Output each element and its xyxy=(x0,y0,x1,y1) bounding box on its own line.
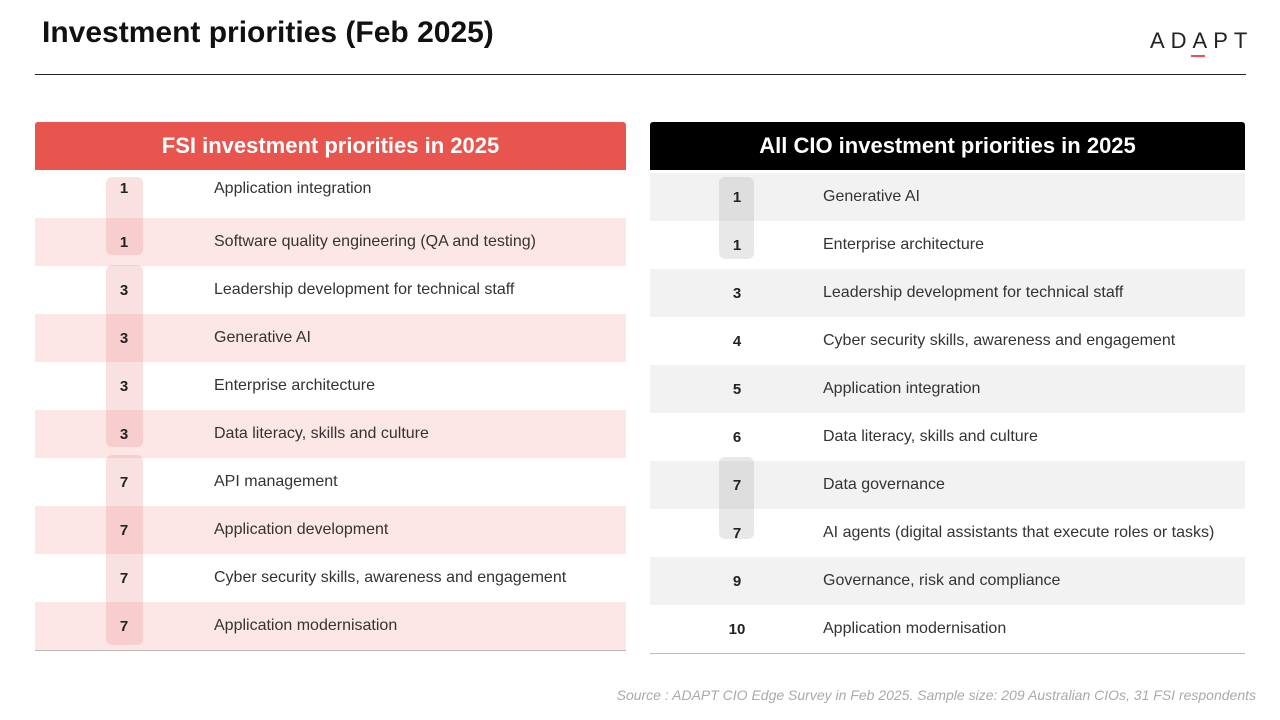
table-row: 1 Generative AI xyxy=(650,173,1245,221)
rank-cell: 7 xyxy=(119,521,129,539)
priority-label: Data literacy, skills and culture xyxy=(214,425,429,442)
priority-label: Software quality engineering (QA and tes… xyxy=(214,233,536,250)
page-title: Investment priorities (Feb 2025) xyxy=(42,16,494,49)
priority-label: Cyber security skills, awareness and eng… xyxy=(214,569,567,586)
table-row: 3 Enterprise architecture xyxy=(35,362,626,410)
table-row: 6 Data literacy, skills and culture xyxy=(650,413,1245,461)
rank-cell: 5 xyxy=(732,380,742,398)
rank-group-band xyxy=(106,177,143,255)
rank-cell: 3 xyxy=(119,281,129,299)
table-row: 4 Cyber security skills, awareness and e… xyxy=(650,317,1245,365)
priority-label: Governance, risk and compliance xyxy=(823,572,1061,589)
priority-label: Data governance xyxy=(823,476,945,493)
table-row: 7 Cyber security skills, awareness and e… xyxy=(35,554,626,602)
table-row: 7 Data governance xyxy=(650,461,1245,509)
rank-cell: 3 xyxy=(119,377,129,395)
priority-label: Generative AI xyxy=(214,329,311,346)
fsi-panel-heading: FSI investment priorities in 2025 xyxy=(35,122,626,170)
cio-panel-heading: All CIO investment priorities in 2025 xyxy=(650,122,1245,170)
priority-label: Leadership development for technical sta… xyxy=(823,284,1124,301)
priority-label: Application modernisation xyxy=(214,617,398,634)
rank-cell: 1 xyxy=(732,236,742,254)
rank-cell: 1 xyxy=(119,180,129,197)
table-row: 7 AI agents (digital assistants that exe… xyxy=(650,509,1245,557)
cio-rows: 1 Generative AI 1 Enterprise architectur… xyxy=(650,173,1245,654)
priority-label: Application integration xyxy=(214,180,372,197)
fsi-rows: 1 Application integration 1 Software qua… xyxy=(35,170,626,651)
rank-cell: 7 xyxy=(119,569,129,587)
source-note: Source : ADAPT CIO Edge Survey in Feb 20… xyxy=(616,687,1256,703)
adapt-logo: ADAPT xyxy=(1150,28,1260,58)
table-row: 5 Application integration xyxy=(650,365,1245,413)
table-row: 9 Governance, risk and compliance xyxy=(650,557,1245,605)
priority-label: Leadership development for technical sta… xyxy=(214,281,515,298)
priority-label: Enterprise architecture xyxy=(214,377,375,394)
rank-group-band xyxy=(106,455,143,645)
priority-label: AI agents (digital assistants that execu… xyxy=(823,524,1215,541)
cio-panel: All CIO investment priorities in 2025 1 … xyxy=(650,122,1245,654)
table-row: 3 Leadership development for technical s… xyxy=(650,269,1245,317)
table-row: 1 Software quality engineering (QA and t… xyxy=(35,218,626,266)
rank-cell: 7 xyxy=(119,617,129,635)
priority-label: Application modernisation xyxy=(823,620,1007,637)
priority-label: Application integration xyxy=(823,380,981,397)
priority-label: Generative AI xyxy=(823,188,920,205)
rank-cell: 4 xyxy=(732,332,742,350)
rank-cell: 9 xyxy=(732,572,742,590)
rank-group-band xyxy=(719,457,754,539)
rank-cell: 1 xyxy=(119,233,129,251)
table-row: 1 Enterprise architecture xyxy=(650,221,1245,269)
rank-group-band xyxy=(719,177,754,259)
table-row: 3 Leadership development for technical s… xyxy=(35,266,626,314)
rank-cell: 3 xyxy=(119,425,129,443)
table-row: 3 Data literacy, skills and culture xyxy=(35,410,626,458)
rank-cell: 7 xyxy=(732,476,742,494)
rank-cell: 7 xyxy=(119,473,129,491)
priority-label: Data literacy, skills and culture xyxy=(823,428,1038,445)
table-row: 3 Generative AI xyxy=(35,314,626,362)
table-row: 10 Application modernisation xyxy=(650,605,1245,653)
fsi-panel: FSI investment priorities in 2025 1 Appl… xyxy=(35,122,626,651)
table-row: 7 Application modernisation xyxy=(35,602,626,650)
logo-accent xyxy=(1191,55,1205,57)
priority-label: API management xyxy=(214,473,338,490)
rank-cell: 1 xyxy=(732,188,742,206)
rank-cell: 3 xyxy=(119,329,129,347)
priority-label: Application development xyxy=(214,521,389,538)
rank-cell: 3 xyxy=(732,284,742,302)
priority-label: Cyber security skills, awareness and eng… xyxy=(823,332,1176,349)
rank-cell: 7 xyxy=(732,524,742,542)
priority-label: Enterprise architecture xyxy=(823,236,984,253)
logo-text: ADAPT xyxy=(1150,28,1254,53)
table-row: 7 Application development xyxy=(35,506,626,554)
rank-group-band xyxy=(106,265,143,447)
title-divider xyxy=(35,74,1246,75)
rank-cell: 6 xyxy=(732,428,742,446)
rank-cell: 10 xyxy=(728,620,746,638)
table-row: 1 Application integration xyxy=(35,170,626,218)
table-row: 7 API management xyxy=(35,458,626,506)
